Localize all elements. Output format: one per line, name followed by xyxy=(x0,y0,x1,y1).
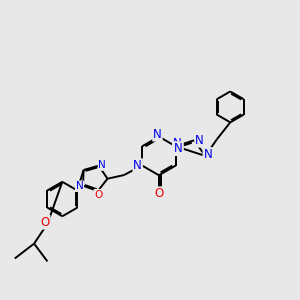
Text: N: N xyxy=(134,159,142,172)
Text: O: O xyxy=(94,190,103,200)
Text: N: N xyxy=(153,128,162,141)
Text: N: N xyxy=(174,142,183,155)
Text: N: N xyxy=(76,181,83,191)
Text: N: N xyxy=(203,148,212,161)
Text: N: N xyxy=(98,160,106,170)
Text: O: O xyxy=(154,187,164,200)
Text: O: O xyxy=(40,216,50,229)
Text: N: N xyxy=(195,134,204,147)
Text: N: N xyxy=(173,137,182,150)
